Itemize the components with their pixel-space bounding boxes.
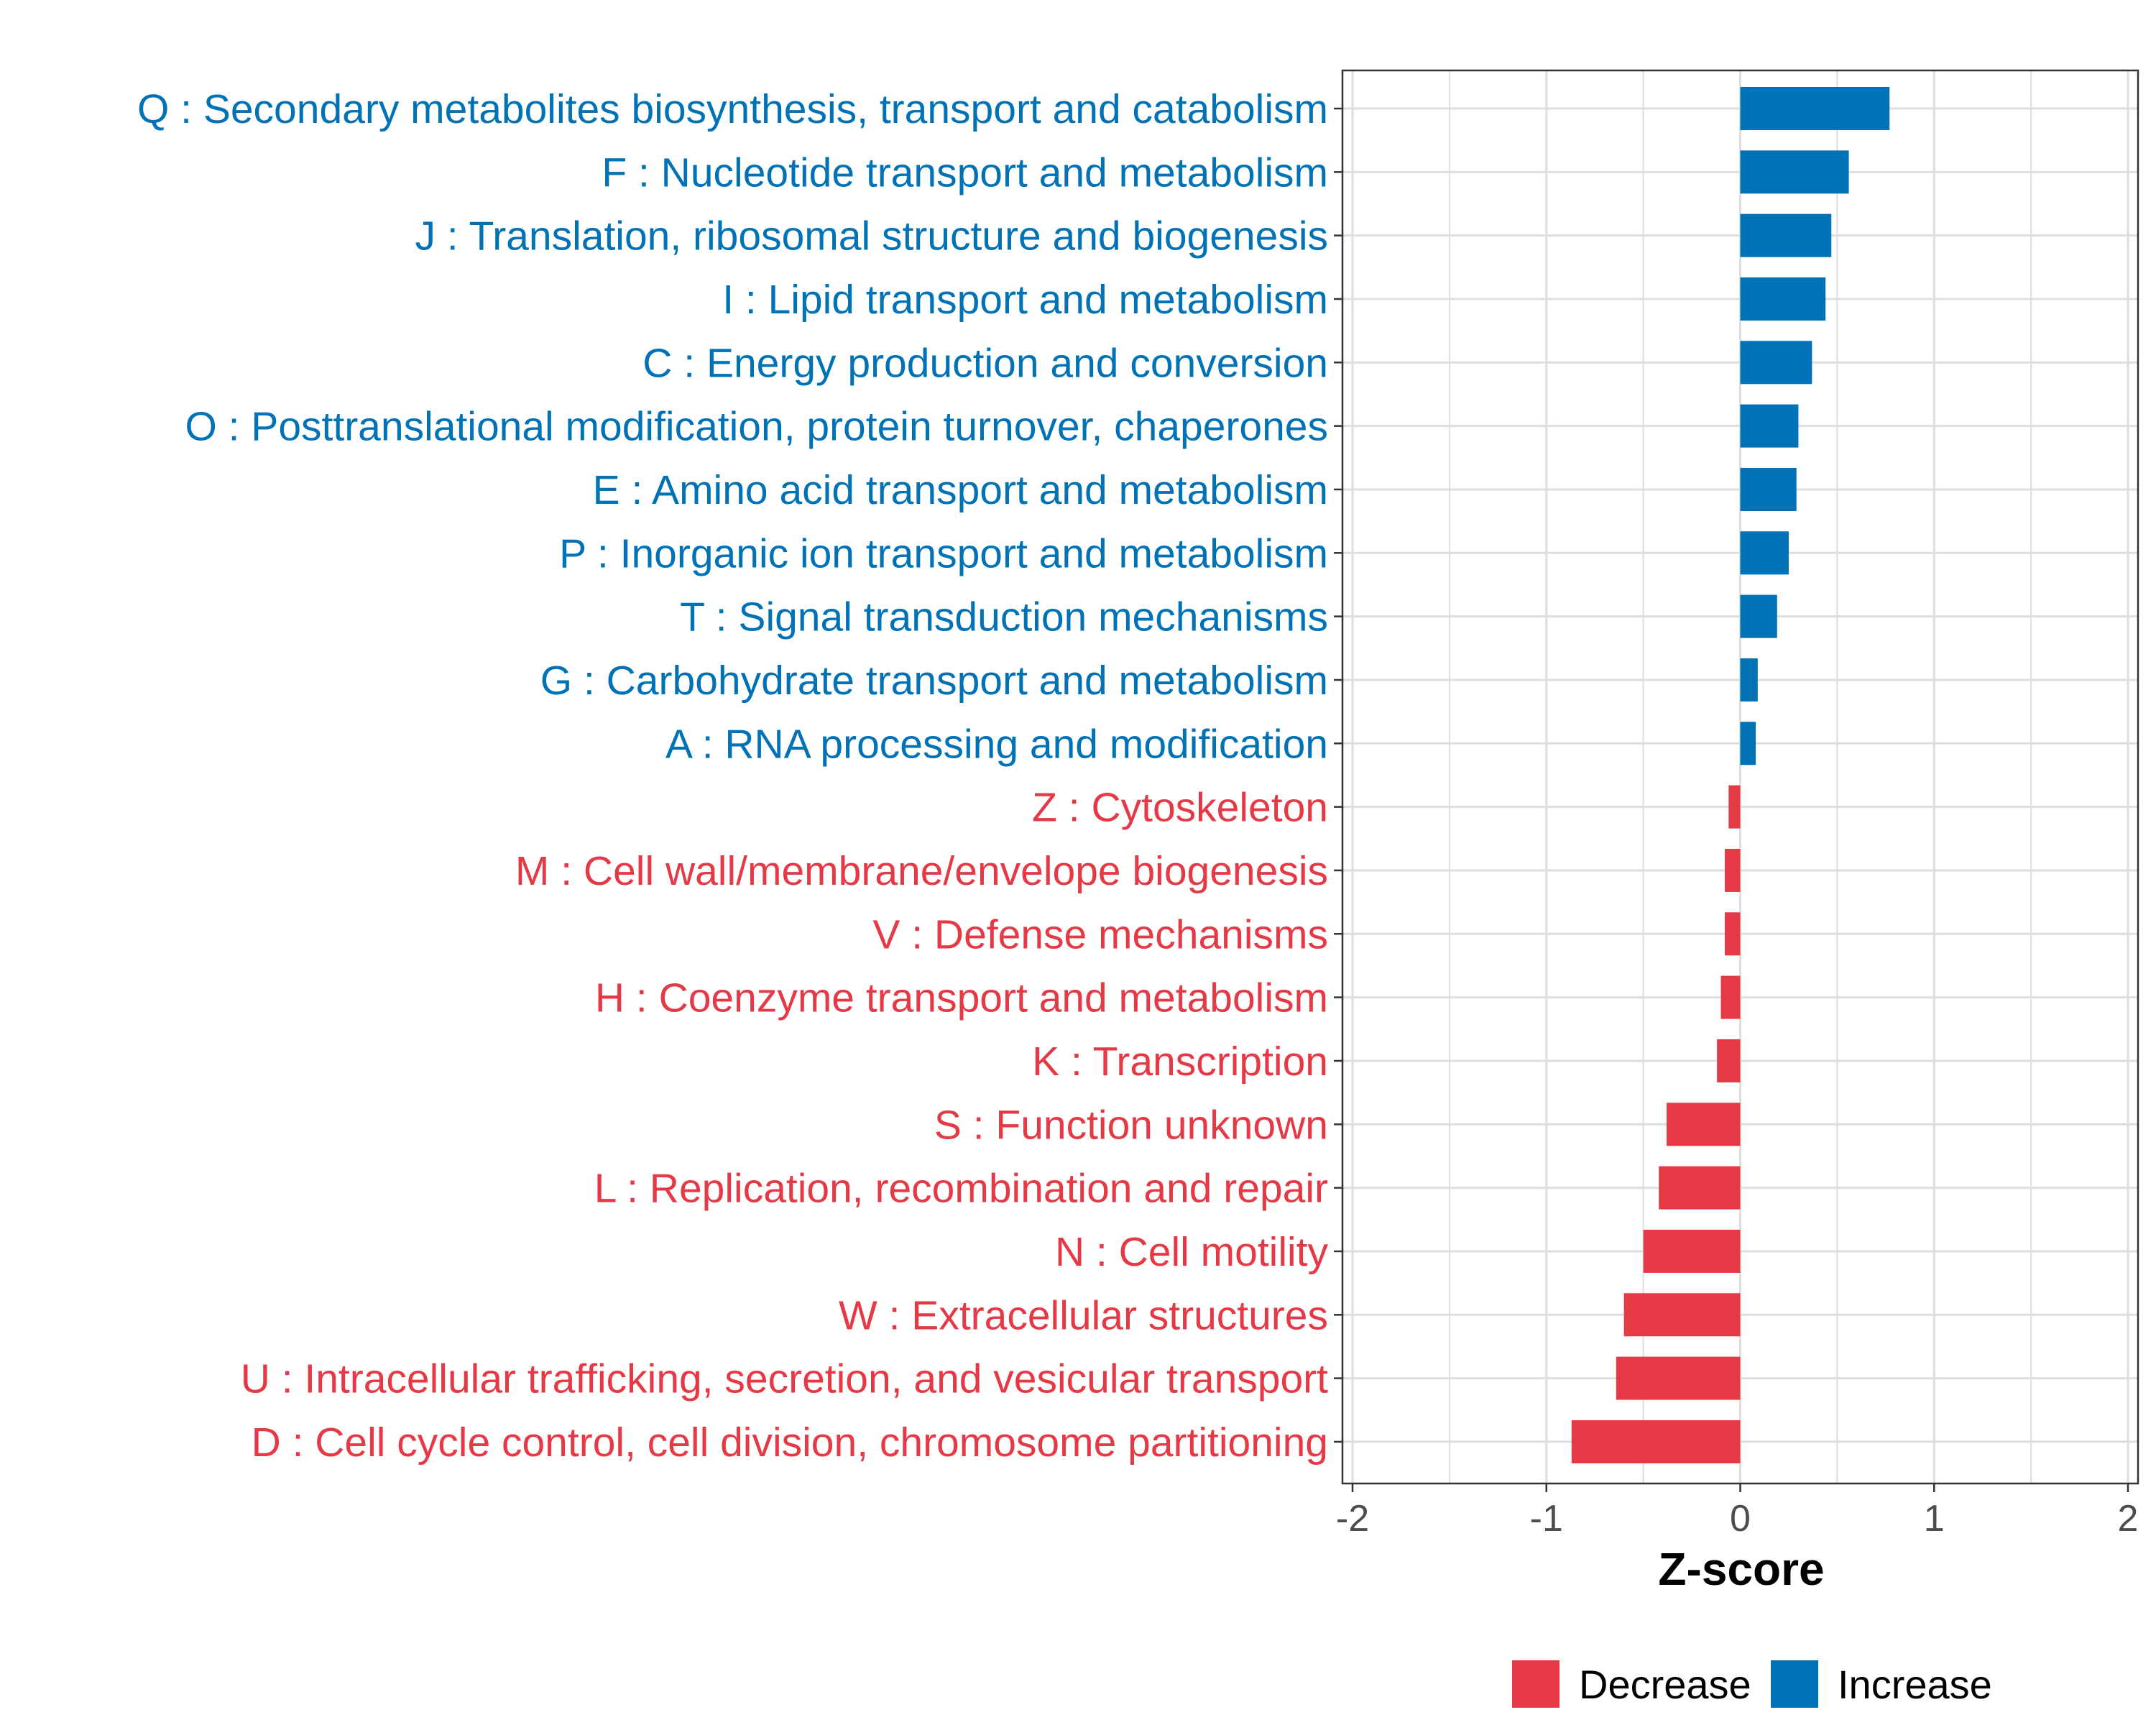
y-tick-label: D : Cell cycle control, cell division, c…: [252, 1420, 1328, 1466]
x-axis-title: Z-score: [1658, 1543, 1824, 1595]
y-tick-label: O : Posttranslational modification, prot…: [185, 404, 1328, 450]
x-tick-label: -1: [1530, 1498, 1563, 1540]
legend: Decrease Increase: [1512, 1660, 1992, 1708]
legend-key-increase: [1771, 1660, 1818, 1708]
bar: [1740, 277, 1826, 321]
bar: [1740, 722, 1756, 765]
bar: [1728, 785, 1741, 829]
y-tick-label: P : Inorganic ion transport and metaboli…: [559, 530, 1328, 576]
bar: [1740, 594, 1777, 638]
x-tick-label: 2: [2118, 1498, 2139, 1540]
bar: [1659, 1166, 1741, 1210]
y-tick-label: U : Intracellular trafficking, secretion…: [241, 1356, 1328, 1402]
bar: [1724, 848, 1741, 892]
y-tick-label: N : Cell motility: [1055, 1229, 1329, 1275]
y-tick-label: M : Cell wall/membrane/envelope biogenes…: [515, 848, 1328, 894]
x-tick-label: 0: [1730, 1498, 1751, 1540]
bar: [1740, 531, 1789, 575]
y-tick-label: V : Defense mechanisms: [872, 911, 1328, 957]
x-tick-label: -2: [1336, 1498, 1369, 1540]
y-tick-label: I : Lipid transport and metabolism: [722, 277, 1328, 323]
bar: [1740, 150, 1849, 194]
x-axis-ticks: -2 -1 0 1 2: [1336, 1484, 2139, 1540]
y-tick-label: A : RNA processing and modification: [665, 721, 1328, 767]
bar: [1740, 658, 1758, 702]
y-tick-label: J : Translation, ribosomal structure and…: [415, 213, 1328, 259]
y-tick-label: E : Amino acid transport and metabolism: [593, 467, 1328, 513]
y-tick-label: S : Function unknown: [934, 1102, 1328, 1148]
y-axis-ticks: [1334, 107, 1342, 1443]
y-tick-label: K : Transcription: [1032, 1039, 1328, 1085]
bar: [1740, 87, 1890, 130]
y-tick-label: G : Carbohydrate transport and metabolis…: [540, 658, 1328, 704]
bar: [1740, 404, 1799, 448]
y-tick-label: L : Replication, recombination and repai…: [594, 1166, 1328, 1212]
bar: [1740, 213, 1832, 257]
legend-label-increase: Increase: [1838, 1662, 1992, 1707]
y-tick-label: F : Nucleotide transport and metabolism: [602, 150, 1328, 196]
y-tick-label: W : Extracellular structures: [839, 1292, 1328, 1338]
bar: [1717, 1039, 1741, 1082]
bar: [1740, 341, 1812, 385]
bar: [1740, 467, 1797, 511]
y-tick-label: C : Energy production and conversion: [642, 340, 1328, 386]
bar: [1571, 1420, 1741, 1463]
y-axis-category-labels: Q : Secondary metabolites biosynthesis, …: [137, 86, 1329, 1466]
y-tick-label: Q : Secondary metabolites biosynthesis, …: [137, 86, 1328, 132]
bar: [1724, 912, 1741, 956]
x-tick-label: 1: [1924, 1498, 1945, 1540]
bar: [1666, 1103, 1741, 1146]
y-tick-label: Z : Cytoskeleton: [1032, 785, 1328, 831]
y-tick-label: H : Coenzyme transport and metabolism: [595, 975, 1328, 1021]
bar: [1643, 1229, 1741, 1273]
bar: [1720, 975, 1741, 1019]
legend-key-decrease: [1512, 1660, 1560, 1708]
y-tick-label: T : Signal transduction mechanisms: [680, 594, 1328, 640]
bars: [1571, 87, 1890, 1463]
bar: [1623, 1293, 1741, 1337]
bar: [1616, 1356, 1741, 1400]
legend-label-decrease: Decrease: [1579, 1662, 1751, 1707]
